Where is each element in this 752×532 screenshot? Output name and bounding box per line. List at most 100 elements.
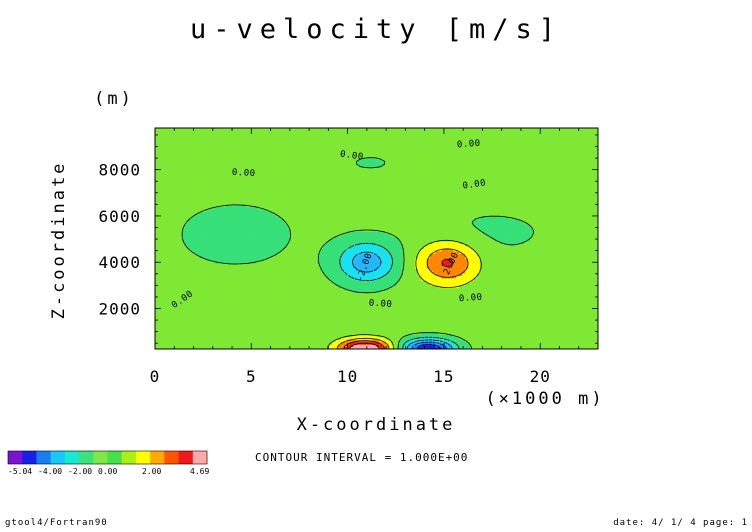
contour-fill-cell [208,204,212,208]
contour-fill-cell [155,282,159,286]
contour-fill-cell [193,258,197,262]
contour-fill-cell [181,142,186,146]
contour-fill-cell [184,253,189,257]
contour-fill-cell [184,334,189,338]
contour-fill-cell [193,169,197,173]
contour-fill-cell [199,223,203,227]
contour-fill-cell [205,253,209,257]
contour-fill-cell [172,191,177,195]
contour-fill-cell [243,258,248,262]
contour-fill-cell [217,236,221,240]
contour-fill-cell [237,285,242,289]
contour-fill-cell [228,267,233,272]
contour-fill-cell [172,145,177,149]
contour-fill-cell [196,331,200,335]
contour-fill-cell [172,226,177,230]
contour-fill-cell [225,211,230,215]
contour-fill-cell [222,336,227,340]
contour-fill-cell [243,179,248,183]
contour-fill-cell [193,189,197,193]
contour-fill-cell [222,142,227,146]
contour-fill-cell [225,297,230,301]
contour-fill-cell [187,319,192,323]
contour-fill-cell [243,285,248,289]
contour-fill-cell [211,182,215,186]
contour-fill-cell [163,344,168,348]
contour-fill-cell [211,228,215,232]
contour-fill-cell [163,317,168,321]
contour-fill-cell [231,182,236,186]
contour-fill-cell [225,282,230,286]
contour-fill-cell [160,317,165,321]
contour-fill-cell [190,191,194,195]
contour-fill-cell [187,140,192,144]
contour-fill-cell [193,341,197,345]
contour-fill-cell [231,326,236,330]
contour-fill-cell [240,226,245,230]
contour-fill-cell [199,186,203,190]
contour-fill-cell [219,177,224,181]
contour-fill-cell [178,321,183,326]
contour-fill-cell [184,277,189,281]
contour-fill-cell [240,321,245,326]
contour-fill-cell [202,150,206,154]
contour-fill-cell [193,174,197,178]
contour-fill-cell [234,189,239,193]
contour-fill-cell [157,248,162,252]
contour-fill-cell [155,189,159,193]
contour-fill-cell [155,191,159,195]
contour-fill-cell [234,272,239,276]
contour-fill-cell [217,206,221,210]
contour-fill-cell [166,167,171,171]
contour-fill-cell [217,199,221,203]
contour-fill-cell [178,145,183,149]
contour-fill-cell [190,132,194,136]
contour-fill-cell [181,346,186,349]
contour-fill-cell [166,186,171,190]
contour-fill-cell [234,128,239,132]
contour-fill-cell [178,132,183,136]
contour-fill-cell [169,216,174,220]
contour-fill-cell [178,319,183,323]
contour-fill-cell [175,329,180,333]
contour-fill-cell [243,231,248,235]
contour-fill-cell [163,263,168,267]
contour-fill-cell [169,228,174,232]
contour-fill-cell [228,213,233,217]
contour-fill-cell [225,164,230,168]
contour-fill-cell [211,260,215,264]
plot-area: 0.000.000.000.000.00 0.00 0.00-2.00 2.00 [155,128,598,349]
contour-fill-cell [184,344,189,348]
contour-fill-cell [228,317,233,321]
contour-fill-cell [211,312,215,316]
contour-fill-cell [205,319,209,323]
contour-fill-cell [181,302,186,306]
contour-fill-cell [231,307,236,311]
contour-fill-cell [181,157,186,161]
contour-fill-cell [240,159,245,163]
contour-fill-cell [219,277,224,281]
contour-fill-cell [217,172,221,176]
contour-fill-cell [222,159,227,163]
contour-fill-cell [196,339,200,343]
contour-fill-cell [205,324,209,328]
contour-fill-cell [178,135,183,139]
contour-fill-cell [190,184,194,188]
contour-fill-cell [190,228,194,232]
contour-fill-cell [166,137,171,141]
contour-fill-cell [190,290,194,294]
contour-fill-cell [214,155,218,159]
contour-fill-cell [240,236,245,240]
contour-fill-cell [225,191,230,195]
contour-fill-cell [160,334,165,338]
contour-fill-cell [231,277,236,281]
contour-fill-cell [214,189,218,193]
contour-fill-cell [234,238,239,242]
contour-fill-cell [205,339,209,343]
contour-fill-cell [211,157,215,161]
contour-fill-cell [231,211,236,215]
contour-fill-cell [214,292,218,296]
contour-fill-cell [181,294,186,299]
contour-fill-cell [240,231,245,235]
contour-fill-cell [231,297,236,301]
